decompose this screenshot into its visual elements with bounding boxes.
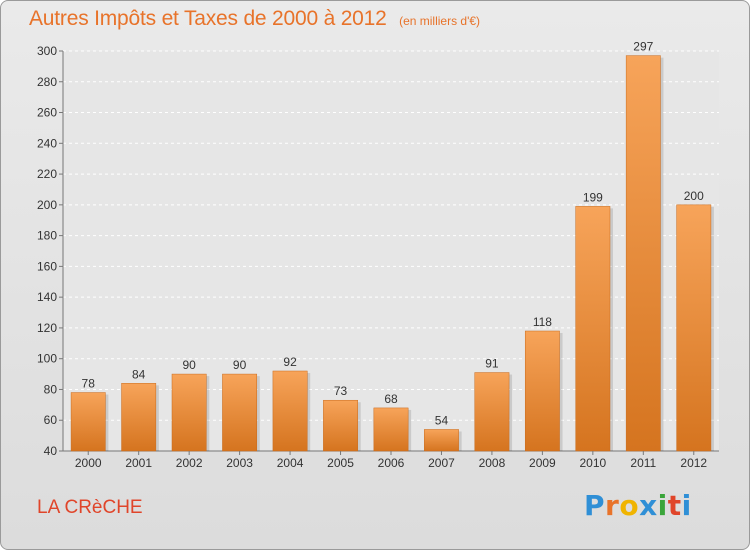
- x-tick-label: 2012: [680, 456, 707, 470]
- x-tick-label: 2004: [277, 456, 304, 470]
- data-label: 90: [182, 358, 196, 372]
- logo-letter: i: [681, 489, 692, 522]
- x-tick-label: 2005: [327, 456, 354, 470]
- data-label: 200: [684, 189, 704, 203]
- y-tick-label: 40: [44, 444, 58, 458]
- data-label: 73: [334, 384, 348, 398]
- x-tick-label: 2009: [529, 456, 556, 470]
- logo-letter: t: [667, 489, 682, 522]
- y-tick-label: 260: [37, 106, 57, 120]
- y-tick-label: 240: [37, 136, 57, 150]
- data-label: 199: [583, 190, 603, 204]
- y-tick-label: 180: [37, 229, 57, 243]
- bar: [121, 383, 157, 452]
- x-tick-label: 2006: [378, 456, 405, 470]
- bar: [625, 55, 661, 452]
- logo-letter: i: [657, 489, 668, 522]
- logo-letter: o: [619, 489, 640, 522]
- x-tick-label: 2010: [579, 456, 606, 470]
- logo-letter: r: [605, 489, 620, 522]
- data-label: 91: [485, 357, 499, 371]
- x-tick-label: 2008: [479, 456, 506, 470]
- data-label: 54: [435, 413, 449, 427]
- bar: [676, 204, 712, 452]
- data-label: 90: [233, 358, 247, 372]
- bar: [373, 407, 409, 452]
- proxiti-logo: Proxiti: [584, 489, 692, 522]
- bar: [70, 392, 106, 452]
- data-label: 68: [384, 392, 398, 406]
- data-label: 297: [633, 40, 653, 54]
- commune-name: LA CRèCHE: [37, 497, 143, 518]
- y-tick-label: 100: [37, 352, 57, 366]
- bar: [474, 372, 510, 452]
- bar: [222, 373, 258, 452]
- logo-letter: P: [584, 489, 606, 522]
- y-tick-label: 160: [37, 259, 57, 273]
- x-tick-label: 2007: [428, 456, 455, 470]
- logo-letter: x: [639, 489, 658, 522]
- bar: [424, 429, 459, 452]
- x-tick-label: 2002: [176, 456, 203, 470]
- data-label: 78: [82, 377, 96, 391]
- bar: [575, 206, 611, 452]
- y-tick-label: 280: [37, 75, 57, 89]
- y-tick-label: 220: [37, 167, 57, 181]
- x-tick-label: 2001: [125, 456, 152, 470]
- y-tick-label: 200: [37, 198, 57, 212]
- chart-subtitle: (en milliers d'€): [399, 14, 481, 28]
- title-row: Autres Impôts et Taxes de 2000 à 2012 (e…: [29, 7, 480, 31]
- bar: [323, 399, 358, 452]
- y-tick-label: 60: [44, 413, 58, 427]
- x-tick-label: 2011: [630, 456, 656, 470]
- bar: [272, 370, 308, 452]
- data-label: 118: [533, 315, 552, 329]
- y-tick-label: 120: [37, 321, 57, 335]
- x-tick-label: 2000: [75, 456, 102, 470]
- y-tick-label: 80: [44, 382, 58, 396]
- x-tick-label: 2003: [226, 456, 253, 470]
- bar: [171, 373, 207, 452]
- bar: [524, 330, 560, 452]
- y-tick-label: 300: [37, 44, 57, 58]
- data-label: 92: [283, 355, 297, 369]
- y-tick-label: 140: [37, 290, 57, 304]
- chart-title: Autres Impôts et Taxes de 2000 à 2012: [29, 7, 387, 30]
- data-label: 84: [132, 367, 146, 381]
